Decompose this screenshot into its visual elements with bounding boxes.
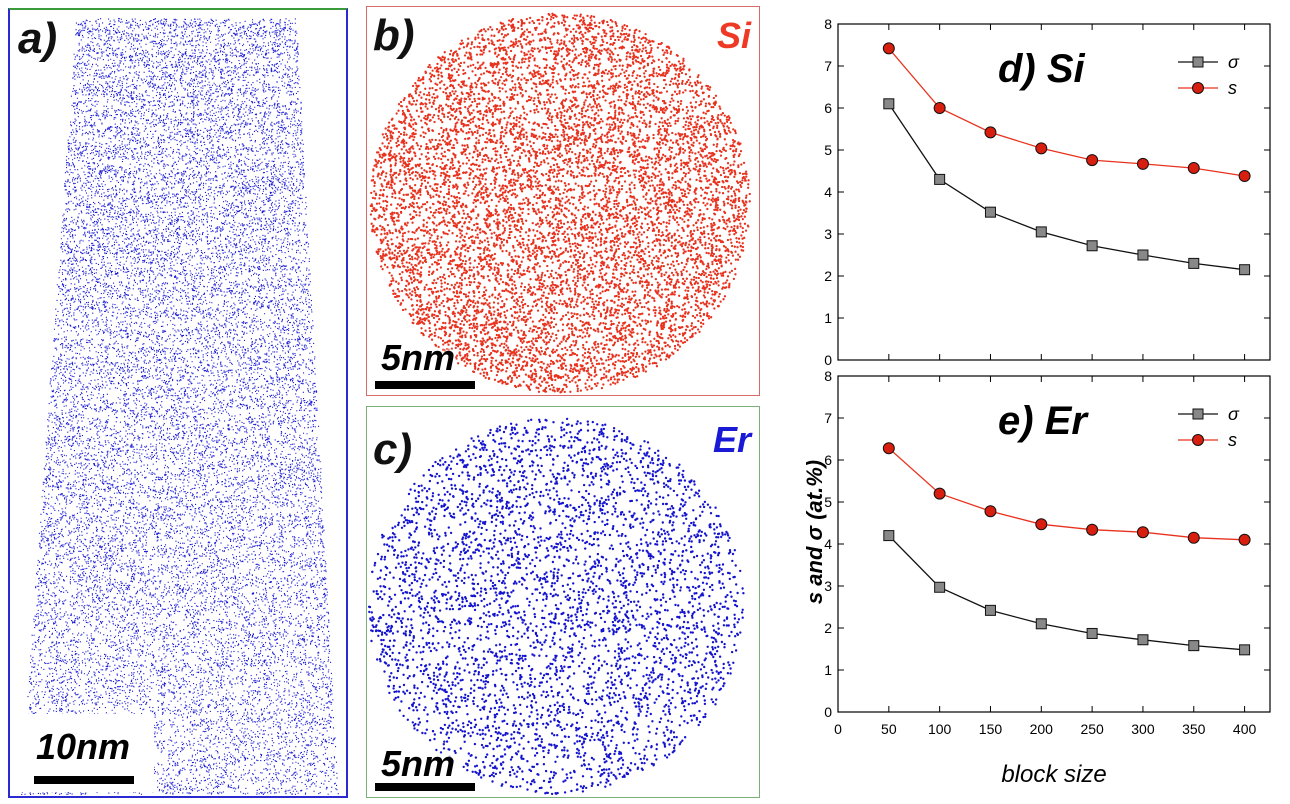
panel-b-label: b) <box>373 11 415 60</box>
panel-a-label: a) <box>18 14 58 63</box>
scale-bar-label-a: 10nm <box>36 726 131 767</box>
s-point <box>1187 531 1200 544</box>
panel-c-label: c) <box>373 425 413 474</box>
panel-c-er-map: c) Er 5nm <box>366 406 760 798</box>
s-point <box>1086 154 1099 167</box>
x-tick-label: 200 <box>1030 721 1054 737</box>
element-label-er: Er <box>712 419 751 460</box>
s-point <box>1035 518 1048 531</box>
y-tick-label: 7 <box>824 58 832 74</box>
element-label-si: Si <box>716 15 751 56</box>
s-point <box>933 487 946 500</box>
plot-e-er: 0 1 2 3 4 5 6 7 8 0 50 100 150 200 250 300 350 400 e) Er σs <box>824 368 1271 737</box>
legend-marker-sigma <box>1192 56 1204 68</box>
x-tick-label: 400 <box>1233 721 1257 737</box>
y-tick-label: 0 <box>824 704 832 720</box>
sigma-point <box>1188 257 1200 269</box>
x-tick-label: 300 <box>1131 721 1155 737</box>
x-tick-label: 0 <box>834 721 842 737</box>
x-tick-label: 250 <box>1080 721 1104 737</box>
y-tick-label: 4 <box>824 184 832 200</box>
y-tick-label: 4 <box>824 536 832 552</box>
y-tick-label: 3 <box>824 226 832 242</box>
er-atom-dots <box>367 417 745 796</box>
s-point <box>1035 142 1048 155</box>
sigma-point <box>883 530 895 542</box>
s-point <box>1238 533 1251 546</box>
y-tick-label: 6 <box>824 100 832 116</box>
s-point <box>1187 162 1200 175</box>
y-tick-label: 5 <box>824 494 832 510</box>
sigma-point <box>934 173 946 185</box>
s-point <box>933 102 946 114</box>
x-tick-label: 150 <box>979 721 1003 737</box>
x-axis-label: block size <box>1001 761 1106 788</box>
plot-title: d) Si <box>998 47 1086 91</box>
scale-bar-b <box>375 381 475 389</box>
y-tick-label: 2 <box>824 620 832 636</box>
y-tick-label: 7 <box>824 410 832 426</box>
y-tick-label: 8 <box>824 368 832 384</box>
legend-label-sigma: σ <box>1228 404 1240 424</box>
legend-marker-sigma <box>1192 408 1204 420</box>
sigma-point <box>1086 627 1098 639</box>
x-tick-label: 350 <box>1182 721 1206 737</box>
sigma-point <box>1137 634 1149 646</box>
si-atom-dots <box>369 12 751 394</box>
tip-atom-dots <box>21 18 339 796</box>
y-tick-label: 3 <box>824 578 832 594</box>
s-point <box>882 42 895 55</box>
y-tick-label: 6 <box>824 452 832 468</box>
tip-atoms <box>21 18 339 796</box>
panel-b-si-map: b) Si 5nm <box>366 6 760 396</box>
sigma-point <box>1188 640 1200 652</box>
y-tick-label: 2 <box>824 268 832 284</box>
x-tick-label: 50 <box>881 721 897 737</box>
tip-atom-map <box>21 18 339 796</box>
legend-marker-s <box>1192 82 1204 94</box>
legend-label-s: s <box>1228 430 1237 450</box>
sigma-point <box>984 604 996 616</box>
y-tick-label: 1 <box>824 662 832 678</box>
plot-title: e) Er <box>998 399 1089 443</box>
s-point <box>1136 526 1149 539</box>
legend-label-sigma: σ <box>1228 52 1240 72</box>
sigma-point <box>934 581 946 593</box>
y-tick-label: 0 <box>824 352 832 368</box>
s-point <box>1136 157 1149 170</box>
s-point <box>882 442 895 455</box>
panel-a-tip-reconstruction: a) 10nm <box>8 8 348 798</box>
y-tick-label: 8 <box>824 16 832 32</box>
legend-marker-s <box>1192 434 1204 446</box>
er-atom-map <box>367 417 745 796</box>
y-axis-label: s and σ (at.%) <box>802 460 827 604</box>
s-point <box>1086 523 1099 536</box>
sigma-point <box>1086 240 1098 252</box>
sigma-point <box>1035 226 1047 238</box>
scale-bar-label-c: 5nm <box>381 743 456 784</box>
scale-bar-label-b: 5nm <box>381 337 456 378</box>
sigma-point <box>1239 644 1251 656</box>
series-line-sigma <box>888 535 1245 651</box>
y-tick-label: 5 <box>824 142 832 158</box>
s-point <box>1238 170 1251 183</box>
sigma-point <box>1035 618 1047 630</box>
sigma-point <box>1239 264 1251 276</box>
y-tick-label: 1 <box>824 310 832 326</box>
plot-d-si: 0 1 2 3 4 5 6 7 8 d) Si σs <box>824 16 1271 368</box>
legend-label-s: s <box>1228 78 1237 98</box>
sigma-point <box>984 206 996 218</box>
x-tick-label: 100 <box>928 721 952 737</box>
scale-bar-c <box>375 783 475 791</box>
scale-bar-a <box>34 776 134 784</box>
series-line-sigma <box>888 103 1245 271</box>
s-point <box>984 126 997 139</box>
series-line-s <box>888 47 1245 177</box>
series-line-s <box>888 447 1245 541</box>
s-point <box>984 505 997 518</box>
sigma-point <box>883 98 895 110</box>
si-atom-map <box>369 12 751 394</box>
sigma-point <box>1137 249 1149 261</box>
